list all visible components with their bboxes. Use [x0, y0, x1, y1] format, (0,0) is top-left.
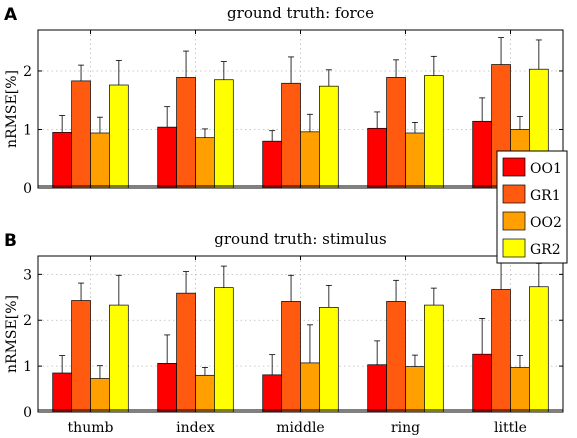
y-tick-label: 2	[23, 64, 32, 80]
legend-swatch-gr1	[502, 184, 526, 204]
bar-oo1-thumb	[52, 372, 72, 413]
bar-gr2-middle	[319, 307, 339, 413]
bar-oo2-little	[510, 367, 530, 413]
legend: OO1 GR1 OO2 GR2	[496, 150, 568, 264]
x-tick-label-ring: ring	[391, 420, 420, 436]
legend-label-gr1: GR1	[530, 188, 561, 204]
bar-oo2-index	[195, 374, 215, 413]
y-axis-label: nRMSE[%]	[4, 295, 20, 373]
legend-label-gr2: GR2	[530, 242, 561, 258]
bar-gr2-ring	[424, 75, 444, 189]
bar-oo2-ring	[405, 366, 425, 413]
bar-oo2-thumb	[90, 132, 110, 189]
bar-oo2-index	[195, 137, 215, 189]
legend-label-oo1: OO1	[530, 161, 562, 177]
y-tick-label: 2	[23, 313, 32, 329]
bar-oo1-index	[157, 363, 177, 413]
bar-oo2-thumb	[90, 378, 110, 413]
bar-gr1-thumb	[71, 80, 91, 189]
bar-oo1-thumb	[52, 132, 72, 189]
bar-oo1-middle	[262, 374, 282, 413]
bar-oo2-middle	[300, 131, 320, 189]
bar-oo1-ring	[367, 364, 387, 413]
bar-oo1-little	[472, 353, 492, 413]
bar-gr1-little	[491, 289, 511, 413]
x-tick-label-little: little	[494, 420, 527, 436]
legend-swatch-oo1	[502, 157, 526, 177]
bar-gr1-index	[176, 77, 196, 189]
y-tick-label: 1	[23, 122, 32, 138]
bar-gr2-middle	[319, 85, 339, 189]
bar-oo1-index	[157, 126, 177, 189]
bar-gr1-thumb	[71, 300, 91, 413]
y-axis-label: nRMSE[%]	[4, 70, 20, 148]
legend-swatch-oo2	[502, 211, 526, 231]
x-tick-label-thumb: thumb	[68, 420, 114, 436]
panel-letter: B	[4, 231, 17, 251]
bar-gr1-index	[176, 292, 196, 413]
bar-gr2-index	[214, 287, 234, 413]
bar-gr2-thumb	[109, 84, 129, 189]
bar-oo1-middle	[262, 140, 282, 189]
bar-oo2-ring	[405, 132, 425, 189]
y-tick-label: 1	[23, 359, 32, 375]
bar-oo2-middle	[300, 362, 320, 413]
y-tick-label: 0	[23, 405, 32, 421]
bar-oo1-little	[472, 120, 492, 189]
bar-gr1-middle	[281, 82, 301, 189]
bar-gr2-index	[214, 79, 234, 189]
y-tick-label: 3	[23, 267, 32, 283]
bar-gr2-ring	[424, 304, 444, 413]
bar-oo1-ring	[367, 127, 387, 189]
x-tick-label-index: index	[176, 420, 215, 436]
legend-label-oo2: OO2	[530, 215, 562, 231]
y-tick-label: 0	[23, 181, 32, 197]
legend-swatch-gr2	[502, 238, 526, 258]
chart-title: ground truth: force	[227, 4, 374, 22]
bar-gr1-ring	[386, 301, 406, 413]
panel-letter: A	[4, 5, 18, 25]
bar-gr1-ring	[386, 77, 406, 189]
bar-gr1-middle	[281, 301, 301, 413]
chart-title: ground truth: stimulus	[214, 230, 386, 248]
x-tick-label-middle: middle	[276, 420, 324, 436]
bar-gr2-thumb	[109, 304, 129, 413]
bar-gr2-little	[529, 286, 549, 413]
